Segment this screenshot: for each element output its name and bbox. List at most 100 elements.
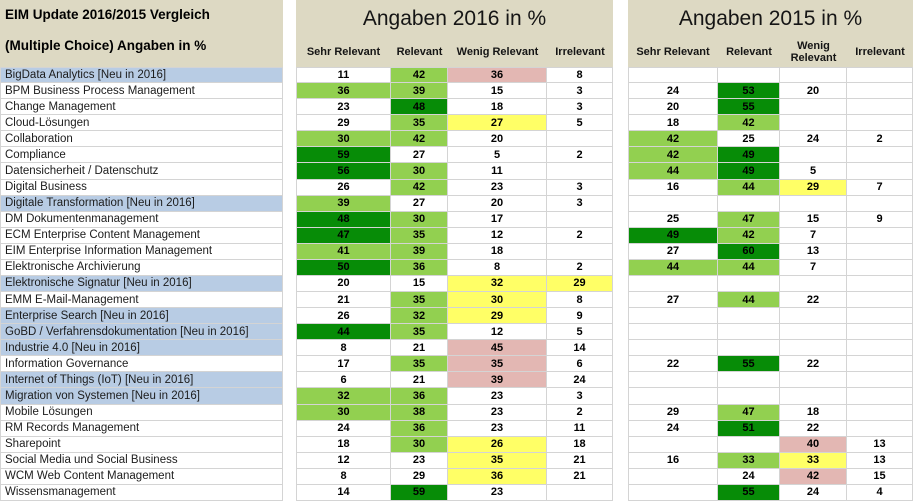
value-cell-2016[interactable]: 23	[448, 484, 547, 501]
value-cell-2016[interactable]: 11	[547, 420, 613, 437]
value-cell-2016[interactable]: 32	[296, 388, 391, 405]
value-cell-2015[interactable]	[847, 420, 913, 437]
row-label[interactable]: DM Dokumentenmanagement	[0, 211, 283, 228]
value-cell-2015[interactable]: 22	[780, 420, 847, 437]
value-cell-2016[interactable]: 30	[391, 436, 448, 453]
value-cell-2016[interactable]: 26	[296, 308, 391, 325]
value-cell-2015[interactable]: 44	[718, 292, 780, 309]
row-label[interactable]: BigData Analytics [Neu in 2016]	[0, 67, 283, 84]
value-cell-2015[interactable]: 24	[718, 468, 780, 485]
value-cell-2015[interactable]: 29	[628, 404, 718, 421]
value-cell-2015[interactable]: 44	[718, 179, 780, 196]
row-label[interactable]: Mobile Lösungen	[0, 404, 283, 421]
value-cell-2015[interactable]	[847, 115, 913, 132]
value-cell-2015[interactable]	[847, 259, 913, 276]
value-cell-2016[interactable]: 30	[448, 292, 547, 309]
value-cell-2016[interactable]: 44	[296, 324, 391, 341]
value-cell-2016[interactable]: 2	[547, 147, 613, 164]
value-cell-2016[interactable]: 29	[448, 308, 547, 325]
value-cell-2015[interactable]	[780, 99, 847, 116]
value-cell-2016[interactable]: 41	[296, 243, 391, 260]
value-cell-2016[interactable]: 2	[547, 259, 613, 276]
value-cell-2016[interactable]: 3	[547, 388, 613, 405]
value-cell-2015[interactable]	[628, 340, 718, 357]
row-label[interactable]: Elektronische Archivierung	[0, 259, 283, 276]
value-cell-2015[interactable]: 49	[718, 147, 780, 164]
value-cell-2016[interactable]: 42	[391, 179, 448, 196]
value-cell-2016[interactable]: 21	[391, 340, 448, 357]
value-cell-2015[interactable]: 18	[780, 404, 847, 421]
value-cell-2016[interactable]: 21	[296, 292, 391, 309]
value-cell-2015[interactable]	[847, 340, 913, 357]
row-label[interactable]: Information Governance	[0, 356, 283, 373]
value-cell-2015[interactable]	[847, 227, 913, 244]
row-label[interactable]: Wissensmanagement	[0, 484, 283, 501]
row-label[interactable]: ECM Enterprise Content Management	[0, 227, 283, 244]
value-cell-2015[interactable]	[628, 468, 718, 485]
value-cell-2016[interactable]: 30	[391, 211, 448, 228]
value-cell-2016[interactable]: 5	[547, 324, 613, 341]
value-cell-2015[interactable]: 40	[780, 436, 847, 453]
value-cell-2016[interactable]: 15	[391, 275, 448, 293]
value-cell-2015[interactable]	[780, 324, 847, 341]
value-cell-2016[interactable]: 8	[547, 67, 613, 84]
value-cell-2015[interactable]: 42	[628, 131, 718, 148]
value-cell-2016[interactable]: 26	[448, 436, 547, 453]
value-cell-2015[interactable]	[847, 83, 913, 100]
value-cell-2016[interactable]	[547, 163, 613, 180]
row-label[interactable]: BPM Business Process Management	[0, 83, 283, 100]
value-cell-2015[interactable]: 47	[718, 211, 780, 228]
value-cell-2016[interactable]: 32	[448, 275, 547, 293]
value-cell-2016[interactable]: 39	[391, 243, 448, 260]
value-cell-2016[interactable]: 24	[547, 372, 613, 389]
value-cell-2015[interactable]: 22	[628, 356, 718, 373]
value-cell-2015[interactable]: 7	[780, 259, 847, 276]
value-cell-2016[interactable]: 27	[448, 115, 547, 132]
value-cell-2016[interactable]: 5	[448, 147, 547, 164]
value-cell-2016[interactable]: 23	[296, 99, 391, 116]
value-cell-2016[interactable]: 30	[296, 131, 391, 148]
row-label[interactable]: Migration von Systemen [Neu in 2016]	[0, 388, 283, 405]
value-cell-2015[interactable]	[718, 340, 780, 357]
row-label[interactable]: Change Management	[0, 99, 283, 116]
value-cell-2016[interactable]: 39	[448, 372, 547, 389]
value-cell-2016[interactable]: 3	[547, 195, 613, 212]
value-cell-2015[interactable]: 33	[780, 452, 847, 469]
value-cell-2016[interactable]: 35	[448, 452, 547, 469]
value-cell-2015[interactable]	[847, 147, 913, 164]
value-cell-2015[interactable]: 5	[780, 163, 847, 180]
value-cell-2015[interactable]	[847, 195, 913, 212]
value-cell-2015[interactable]: 15	[780, 211, 847, 228]
value-cell-2015[interactable]	[780, 115, 847, 132]
value-cell-2015[interactable]: 44	[628, 163, 718, 180]
value-cell-2015[interactable]	[847, 163, 913, 180]
value-cell-2016[interactable]: 39	[391, 83, 448, 100]
value-cell-2016[interactable]: 32	[391, 308, 448, 325]
value-cell-2015[interactable]: 24	[628, 420, 718, 437]
value-cell-2016[interactable]: 11	[448, 163, 547, 180]
value-cell-2015[interactable]: 24	[780, 484, 847, 501]
value-cell-2015[interactable]: 7	[847, 179, 913, 196]
value-cell-2016[interactable]: 39	[296, 195, 391, 212]
value-cell-2015[interactable]: 27	[628, 292, 718, 309]
value-cell-2015[interactable]: 15	[847, 468, 913, 485]
value-cell-2015[interactable]: 22	[780, 292, 847, 309]
value-cell-2016[interactable]: 20	[448, 195, 547, 212]
value-cell-2016[interactable]: 17	[448, 211, 547, 228]
value-cell-2016[interactable]: 36	[391, 388, 448, 405]
value-cell-2015[interactable]: 42	[780, 468, 847, 485]
row-label[interactable]: Digital Business	[0, 179, 283, 196]
value-cell-2016[interactable]: 30	[296, 404, 391, 421]
value-cell-2015[interactable]: 18	[628, 115, 718, 132]
value-cell-2016[interactable]: 2	[547, 404, 613, 421]
row-label[interactable]: Social Media und Social Business	[0, 452, 283, 469]
value-cell-2016[interactable]: 21	[391, 372, 448, 389]
value-cell-2016[interactable]: 20	[448, 131, 547, 148]
value-cell-2015[interactable]	[847, 388, 913, 405]
value-cell-2016[interactable]: 26	[296, 179, 391, 196]
value-cell-2016[interactable]: 48	[391, 99, 448, 116]
value-cell-2015[interactable]	[847, 324, 913, 341]
value-cell-2015[interactable]	[780, 340, 847, 357]
value-cell-2016[interactable]: 8	[296, 340, 391, 357]
value-cell-2015[interactable]	[780, 67, 847, 84]
